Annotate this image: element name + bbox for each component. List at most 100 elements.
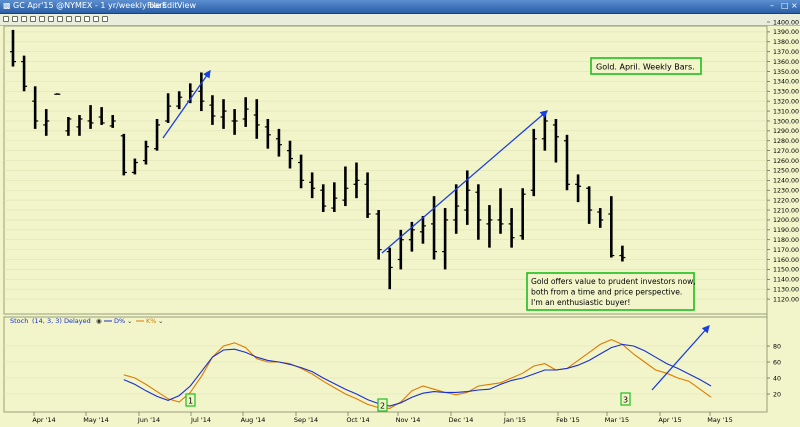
marker-2-box bbox=[377, 398, 388, 412]
stoch-d-legend: D% bbox=[114, 317, 125, 325]
ohlc-bar bbox=[242, 97, 249, 127]
settings-icon[interactable] bbox=[93, 16, 99, 22]
ohlc-bar bbox=[552, 118, 559, 163]
ohlc-bar bbox=[54, 93, 61, 95]
ohlc-bar bbox=[264, 118, 271, 149]
stoch-grid: 20 40 60 80 bbox=[4, 343, 781, 398]
price-tick-label: 1250.00 bbox=[773, 168, 799, 175]
x-tick-label: Apr '14 bbox=[32, 416, 55, 424]
x-tick-label: Feb '15 bbox=[556, 416, 580, 424]
annotation-comment-text: Gold offers value to prudent investors n… bbox=[531, 277, 696, 307]
price-tick-label: 1360.00 bbox=[773, 59, 799, 66]
price-tick-label: 1320.00 bbox=[773, 98, 799, 105]
zoom-in-icon[interactable] bbox=[3, 16, 9, 22]
price-tick-label: 1270.00 bbox=[773, 148, 799, 155]
price-tick-label: 1220.00 bbox=[773, 197, 799, 204]
stoch-tick-label: 60 bbox=[773, 359, 781, 366]
annotation-comment-line: I'm an enthusiastic buyer! bbox=[531, 298, 630, 307]
restore-icon[interactable]: □ bbox=[781, 1, 789, 10]
price-tick-label: 1190.00 bbox=[773, 227, 799, 234]
draw-icon[interactable] bbox=[75, 16, 81, 22]
marker-3-box bbox=[620, 392, 631, 406]
ohlc-bar bbox=[21, 55, 28, 92]
ohlc-bar bbox=[375, 210, 382, 260]
price-y-axis: 1120.00 1130.00 1140.00 1150.00 1160.00 1170.… bbox=[767, 19, 799, 303]
menu-view[interactable]: View bbox=[177, 1, 196, 10]
pan-icon[interactable] bbox=[39, 16, 45, 22]
ohlc-bar bbox=[619, 245, 626, 262]
ohlc-bar bbox=[65, 117, 72, 136]
ohlc-bar bbox=[43, 109, 50, 136]
stoch-k-legend: K% bbox=[146, 317, 156, 325]
ohlc-bar bbox=[442, 208, 449, 270]
annotation-comment-line: both from a time and price perspective. bbox=[531, 288, 682, 297]
zoom-out-icon[interactable] bbox=[12, 16, 18, 22]
close-icon[interactable]: × bbox=[791, 1, 798, 10]
ohlc-bar bbox=[453, 184, 460, 234]
ohlc-bar bbox=[519, 188, 526, 240]
x-tick-label: Oct '14 bbox=[346, 416, 369, 424]
ohlc-bar bbox=[586, 186, 593, 224]
ohlc-bar bbox=[154, 118, 161, 151]
price-tick-label: 1260.00 bbox=[773, 158, 799, 165]
ohlc-bar bbox=[408, 221, 415, 252]
stoch-tick-label: 40 bbox=[773, 375, 781, 382]
ohlc-bar bbox=[275, 128, 282, 157]
marker-3: 3 bbox=[623, 396, 628, 405]
chevron-down-icon[interactable]: ⌄ bbox=[158, 317, 163, 325]
annotation-title-text: Gold. April. Weekly Bars. bbox=[596, 63, 695, 72]
price-tick-label: 1240.00 bbox=[773, 178, 799, 185]
price-grid bbox=[4, 31, 767, 300]
scroll-right-icon[interactable] bbox=[30, 16, 36, 22]
grid-icon[interactable] bbox=[66, 16, 72, 22]
marker-1-box bbox=[185, 393, 196, 407]
menu-file[interactable]: File bbox=[147, 1, 161, 10]
stoch-title: Stoch bbox=[10, 317, 28, 325]
menu-edit[interactable]: Edit bbox=[162, 1, 178, 10]
price-tick-label: 1390.00 bbox=[773, 29, 799, 36]
trend-arrow-2 bbox=[381, 110, 548, 254]
crosshair-icon[interactable] bbox=[48, 16, 54, 22]
chevron-down-icon[interactable]: ⌄ bbox=[127, 317, 132, 325]
print-icon[interactable] bbox=[102, 16, 108, 22]
x-tick-label: Sep '14 bbox=[294, 416, 318, 424]
ohlc-bar bbox=[331, 182, 338, 213]
price-tick-label: 1230.00 bbox=[773, 188, 799, 195]
ohlc-bar bbox=[198, 72, 205, 112]
x-tick-label: May '15 bbox=[707, 416, 733, 424]
price-tick-label: 1180.00 bbox=[773, 237, 799, 244]
ohlc-bar bbox=[309, 172, 316, 199]
x-tick-label: Jan '15 bbox=[503, 416, 526, 424]
price-tick-label: 1330.00 bbox=[773, 89, 799, 96]
ohlc-bar bbox=[508, 208, 515, 248]
stoch-options-icon[interactable]: ◉ bbox=[96, 317, 102, 325]
price-tick-label: 1160.00 bbox=[773, 257, 799, 264]
ohlc-bar bbox=[298, 154, 305, 189]
reset-icon[interactable] bbox=[57, 16, 63, 22]
price-tick-label: 1140.00 bbox=[773, 277, 799, 284]
annotation-box-comment bbox=[526, 272, 695, 311]
scroll-left-icon[interactable] bbox=[21, 16, 27, 22]
ohlc-bar bbox=[597, 208, 604, 228]
price-tick-label: 1130.00 bbox=[773, 287, 799, 294]
trend-arrow-3 bbox=[651, 325, 710, 391]
ohlc-bar bbox=[486, 205, 493, 248]
x-tick-label: Mar '15 bbox=[605, 416, 629, 424]
x-tick-label: Dec '14 bbox=[449, 416, 474, 424]
ohlc-bar bbox=[564, 134, 570, 191]
x-axis: Apr '14 May '14 Jun '14 Jul '14 Aug '14 Sep '… bbox=[32, 412, 733, 424]
marker-2: 2 bbox=[380, 402, 385, 411]
ohlc-bar bbox=[575, 174, 582, 203]
trend-arrow-1 bbox=[162, 69, 211, 139]
minimize-icon[interactable]: – bbox=[770, 1, 774, 10]
title-bar: ▩ GC Apr'15 @NYMEX - 1 yr/weekly bars Fi… bbox=[0, 0, 800, 14]
ohlc-bar bbox=[131, 158, 138, 175]
text-tool-icon[interactable] bbox=[84, 16, 90, 22]
ohlc-bar bbox=[253, 99, 260, 139]
ohlc-bar bbox=[32, 86, 39, 129]
price-tick-label: 1280.00 bbox=[773, 138, 799, 145]
ohlc-bar bbox=[87, 105, 94, 129]
ohlc-bar bbox=[475, 184, 482, 240]
stoch-tick-label: 20 bbox=[773, 391, 781, 398]
